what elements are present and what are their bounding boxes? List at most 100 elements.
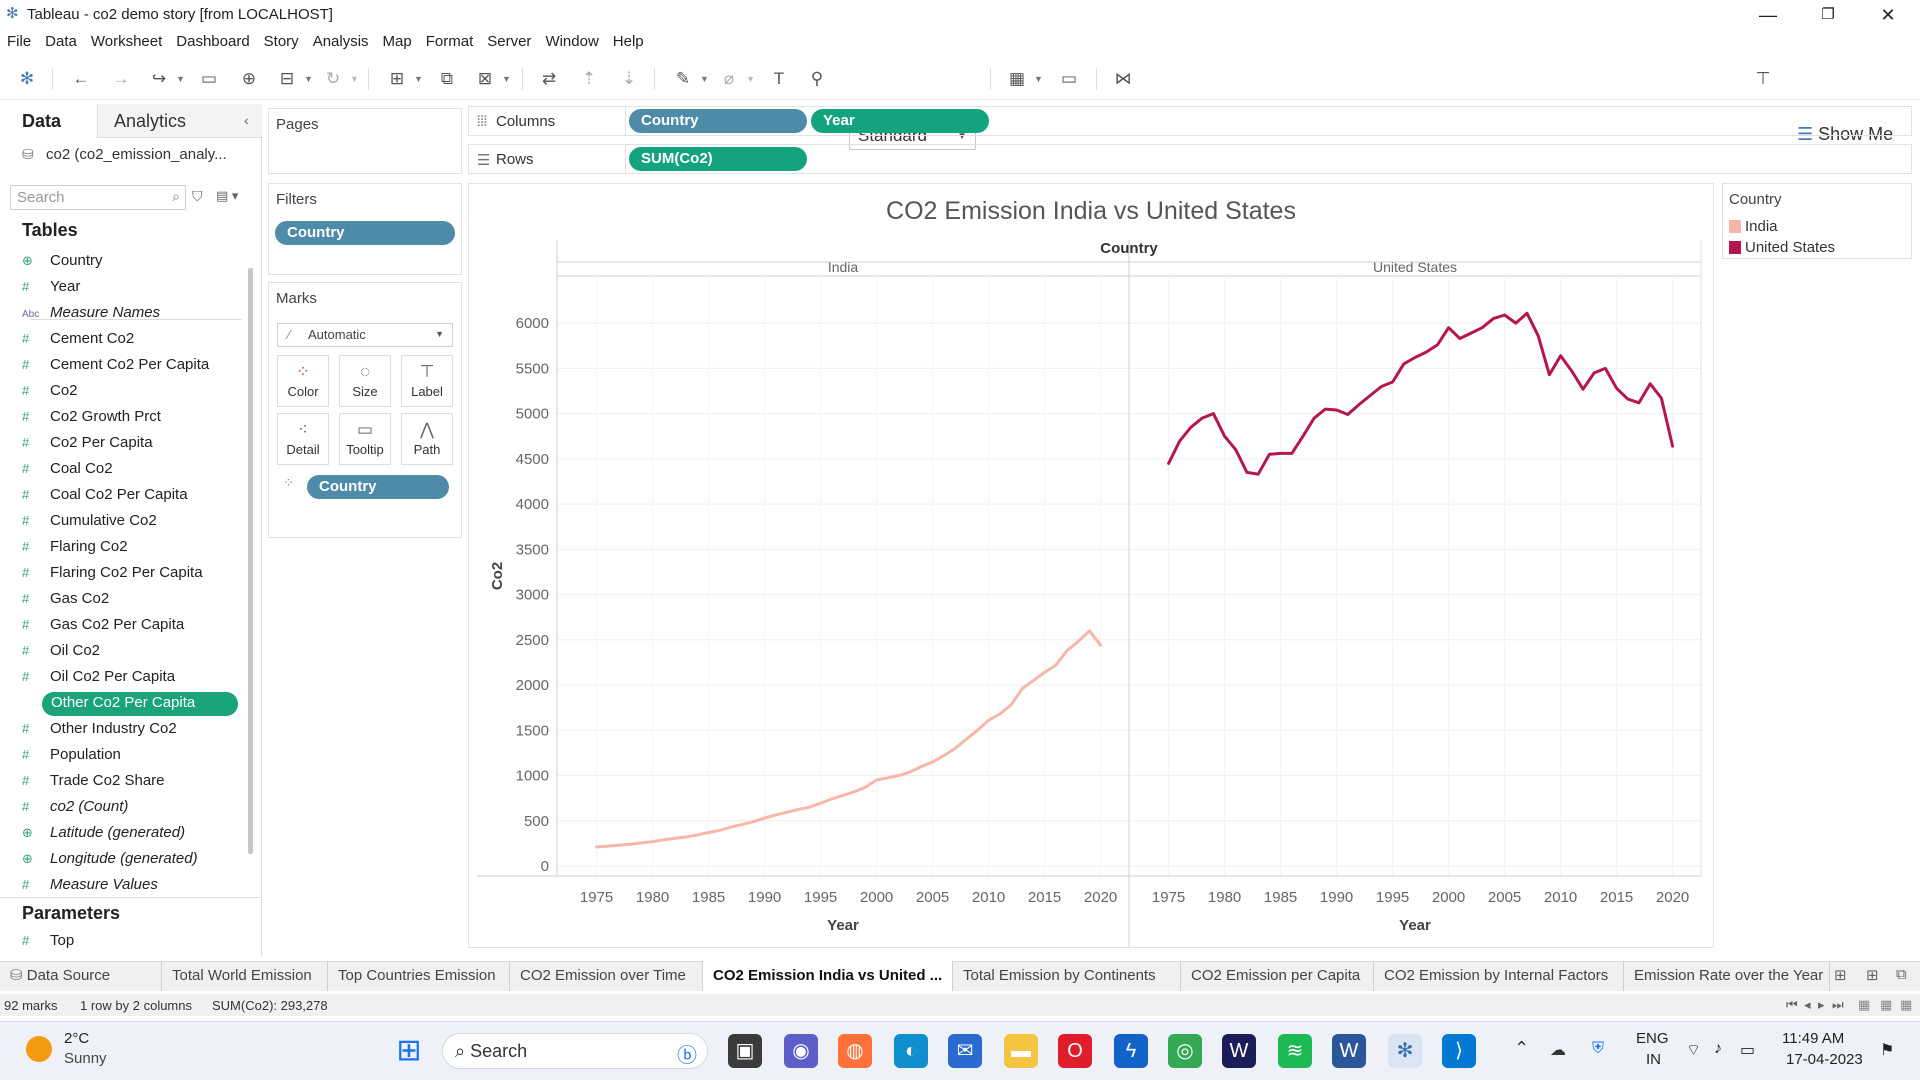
field-item[interactable]: # Cement Co2 [22,327,242,353]
chevron-down-icon[interactable]: ▼ [502,74,511,84]
wifi-icon[interactable]: ⌔ [1686,1042,1702,1059]
filter-pill-country[interactable]: Country [275,221,455,245]
datasource-name[interactable]: co2 (co2_emission_analy... [46,146,227,163]
task-view-icon[interactable]: ▣ [728,1034,762,1068]
show-sheet-sorter-icon[interactable]: ▦ [1900,997,1913,1012]
tab-co2-emission-over-time[interactable]: CO2 Emission over Time [510,961,703,991]
field-item[interactable]: # Flaring Co2 [22,535,242,561]
marks-path-button[interactable]: ⋀ Path [401,413,453,465]
battery-icon[interactable]: ▭ [1740,1042,1756,1059]
language-top[interactable]: ENG [1636,1030,1669,1047]
field-item[interactable]: # Co2 Per Capita [22,431,242,457]
menu-dashboard[interactable]: Dashboard [176,33,250,50]
show-tabs-icon[interactable]: ▦ [1880,997,1893,1012]
legend-label-india[interactable]: India [1745,218,1778,235]
sort-descending-icon[interactable]: ⇣ [621,69,637,88]
search-input[interactable]: Search ⌕ [10,185,186,210]
vscode-icon[interactable]: ⟩ [1442,1034,1476,1068]
minimize-button[interactable]: — [1759,5,1777,25]
weather-sun-icon[interactable] [26,1036,52,1062]
chevron-down-icon[interactable]: ▼ [1034,74,1043,84]
marks-tooltip-button[interactable]: ▭ Tooltip [339,413,391,465]
volume-icon[interactable]: ♪ [1714,1040,1722,1057]
tab-co2-emission-per-capita[interactable]: CO2 Emission per Capita [1181,961,1374,991]
field-item[interactable]: # Coal Co2 Per Capita [22,483,242,509]
menu-analysis[interactable]: Analysis [312,33,369,50]
taskbar-search[interactable]: ⌕ Search ⓑ [442,1033,708,1069]
field-item[interactable]: # Coal Co2 [22,457,242,483]
field-item[interactable]: # Oil Co2 [22,639,242,665]
last-sheet-icon[interactable]: ⏭ [1832,997,1844,1012]
highlight-icon[interactable]: ✎ [675,69,691,88]
menu-map[interactable]: Map [382,33,412,50]
language-bottom[interactable]: IN [1646,1051,1661,1068]
field-item[interactable]: Abc Measure Names [22,301,242,327]
group-members-icon[interactable]: ⌀ [723,69,735,88]
marks-size-button[interactable]: ◌ Size [339,355,391,407]
edge-icon[interactable]: ◐ [894,1034,928,1068]
columns-pill-year[interactable]: Year [811,109,989,133]
tab-co2-emission-by-internal-factors[interactable]: CO2 Emission by Internal Factors [1374,961,1624,991]
share-icon[interactable]: ⋈ [1114,69,1132,88]
first-sheet-icon[interactable]: ⏮ [1786,997,1798,1012]
menu-window[interactable]: Window [545,33,599,50]
app-icon[interactable]: ϟ [1114,1034,1148,1068]
columns-pill-country[interactable]: Country [629,109,807,133]
defender-icon[interactable]: ⛨ [1592,1040,1605,1057]
field-item[interactable]: # Other Industry Co2 [22,717,242,743]
marks-label-button[interactable]: ⊤ Label [401,355,453,407]
webex-icon[interactable]: W [1222,1034,1256,1068]
collapse-pane-icon[interactable]: ‹ [244,112,249,128]
weather-temp[interactable]: 2°C [64,1030,90,1047]
chevron-down-icon[interactable]: ▼ [414,74,423,84]
menu-file[interactable]: File [7,33,32,50]
legend-label-united-states[interactable]: United States [1745,239,1836,256]
replay-icon[interactable]: ↪ [151,69,167,88]
presentation-mode-icon[interactable]: ▭ [1060,69,1078,88]
windows-start-icon[interactable]: ⊞ [396,1034,422,1067]
chevron-down-icon[interactable]: ▼ [176,74,185,84]
new-story-icon[interactable]: ⧉ [1896,966,1907,983]
next-sheet-icon[interactable]: ▸ [1818,997,1825,1012]
swap-rows-columns-icon[interactable]: ⇄ [541,69,557,88]
tab-data[interactable]: Data [0,104,97,138]
show-mark-labels-icon[interactable]: T [773,69,785,88]
tab-co2-emission-india-vs-us[interactable]: CO2 Emission India vs United ... [703,961,953,991]
tab-emission-rate-over-the-year[interactable]: Emission Rate over the Year [1624,961,1830,991]
field-item[interactable]: ⊕ Longitude (generated) [22,847,242,873]
chevron-down-icon[interactable]: ▼ [350,74,359,84]
rows-pill-sum-co2[interactable]: SUM(Co2) [629,147,807,171]
tab-analytics[interactable]: Analytics [97,104,262,138]
restore-button[interactable]: ❐ [1821,6,1835,23]
chevron-down-icon[interactable]: ▼ [746,74,755,84]
notifications-icon[interactable]: ⚑ [1880,1042,1895,1059]
field-item[interactable]: # Measure Values [22,873,242,899]
menu-server[interactable]: Server [487,33,532,50]
field-item[interactable]: ⊕ Country [22,249,242,275]
view-options-icon[interactable]: ▤ ▾ [216,188,239,203]
file-explorer-icon[interactable]: ▬ [1004,1034,1038,1068]
word-icon[interactable]: W [1332,1034,1366,1068]
marks-color-button[interactable]: ⁘ Color [277,355,329,407]
chevron-down-icon[interactable]: ▼ [700,74,709,84]
onedrive-icon[interactable]: ☁ [1550,1042,1566,1059]
new-datasource-icon[interactable]: ⊕ [241,69,257,88]
mail-icon[interactable]: ✉ [948,1034,982,1068]
clock-date[interactable]: 17-04-2023 [1786,1051,1863,1068]
parameter-top[interactable]: # Top [22,929,242,955]
refresh-icon[interactable]: ↻ [325,69,341,88]
field-item[interactable]: # Cumulative Co2 [22,509,242,535]
new-dashboard-icon[interactable]: ⊞ [1866,967,1879,984]
fix-axes-icon[interactable]: ⚲ [810,69,824,88]
field-item[interactable]: ⊕ Latitude (generated) [22,821,242,847]
data-pane-scrollbar[interactable] [248,268,253,854]
format-painter-icon[interactable]: ⊤ [1755,69,1771,88]
pause-updates-icon[interactable]: ⊟ [279,69,295,88]
show-cards-icon[interactable]: ▦ [1008,69,1026,88]
legend-swatch-india[interactable] [1729,220,1741,233]
field-item[interactable]: # Trade Co2 Share [22,769,242,795]
tableau-taskbar-icon[interactable]: ✻ [1388,1034,1422,1068]
field-item[interactable]: # Co2 [22,379,242,405]
field-item[interactable]: # Population [22,743,242,769]
spotify-icon[interactable]: ≋ [1278,1034,1312,1068]
